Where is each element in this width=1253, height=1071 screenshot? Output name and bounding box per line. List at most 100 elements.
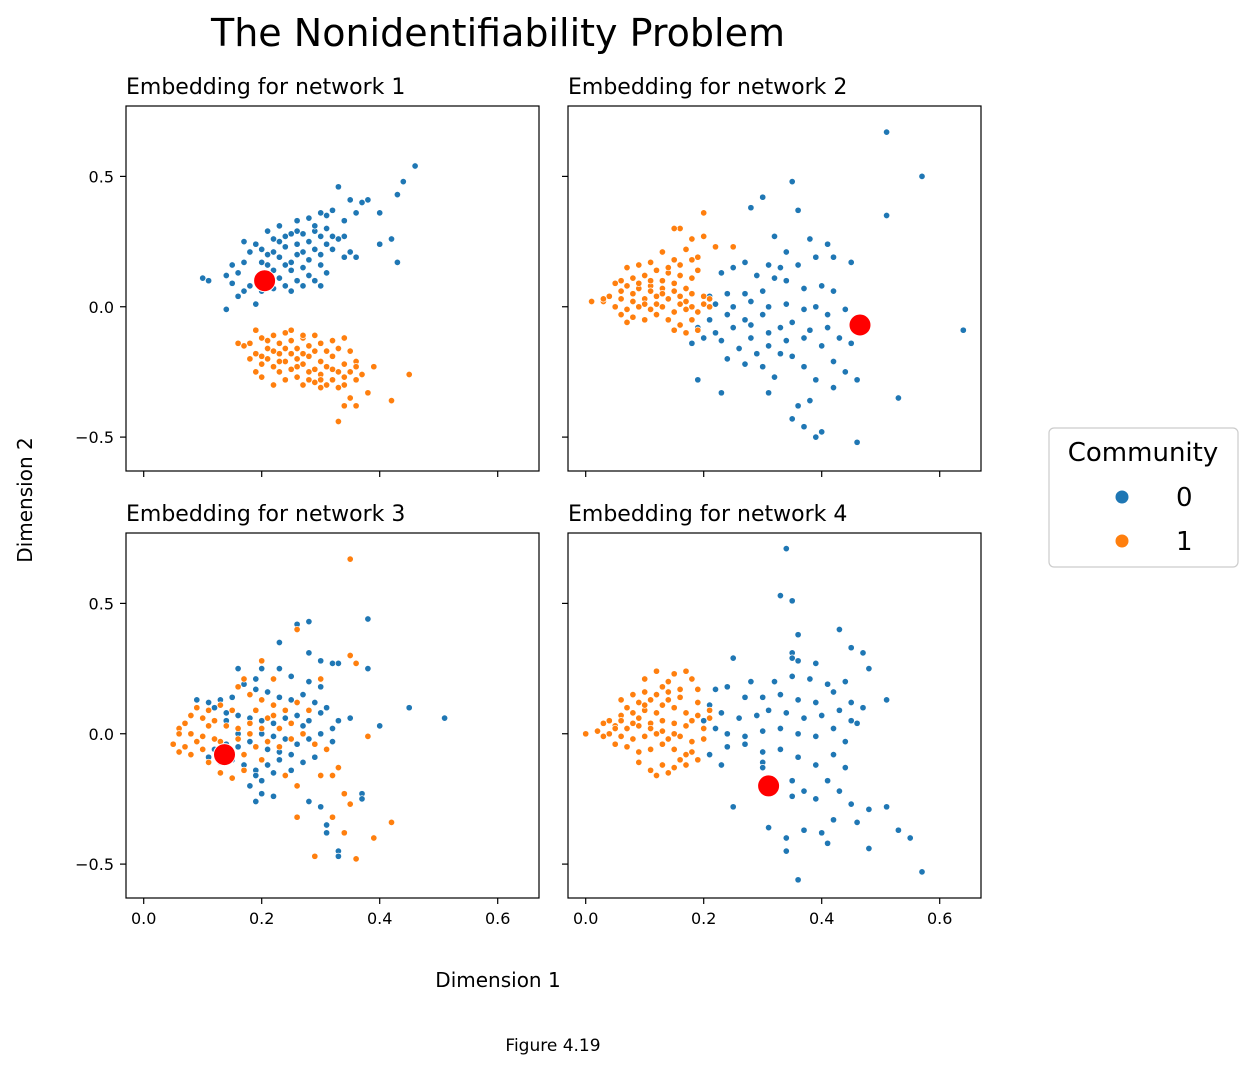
point-community-1 bbox=[311, 852, 319, 860]
point-community-1 bbox=[629, 274, 637, 282]
point-community-1 bbox=[664, 769, 672, 777]
point-community-1 bbox=[700, 292, 708, 300]
point-community-1 bbox=[688, 235, 696, 243]
point-community-1 bbox=[187, 711, 195, 720]
point-community-0 bbox=[287, 287, 295, 295]
point-community-1 bbox=[293, 813, 301, 821]
point-community-0 bbox=[252, 797, 260, 806]
point-community-0 bbox=[293, 711, 301, 720]
x-tick-label: 0.6 bbox=[485, 909, 510, 928]
highlight-point bbox=[213, 743, 236, 767]
scatter-points bbox=[582, 545, 926, 884]
point-community-0 bbox=[847, 258, 855, 266]
point-community-1 bbox=[293, 625, 301, 634]
point-community-1 bbox=[635, 748, 643, 756]
point-community-0 bbox=[812, 698, 820, 707]
point-community-1 bbox=[299, 360, 307, 368]
point-community-1 bbox=[281, 329, 289, 337]
point-community-1 bbox=[670, 730, 678, 738]
point-community-1 bbox=[682, 284, 690, 293]
point-community-1 bbox=[293, 373, 301, 381]
point-community-1 bbox=[688, 675, 696, 683]
point-community-1 bbox=[246, 691, 254, 699]
point-community-0 bbox=[305, 271, 313, 280]
point-community-0 bbox=[800, 305, 808, 313]
point-community-1 bbox=[635, 758, 643, 766]
point-community-1 bbox=[670, 256, 678, 264]
point-community-0 bbox=[794, 631, 802, 639]
y-tick-label: 0.5 bbox=[89, 594, 114, 613]
point-community-0 bbox=[328, 659, 337, 667]
point-community-1 bbox=[629, 297, 637, 306]
point-community-1 bbox=[670, 719, 678, 727]
point-community-0 bbox=[729, 654, 737, 662]
point-community-1 bbox=[175, 748, 183, 756]
point-community-0 bbox=[258, 777, 266, 785]
point-community-1 bbox=[246, 339, 254, 347]
point-community-0 bbox=[818, 282, 826, 290]
point-community-0 bbox=[894, 826, 902, 834]
point-community-1 bbox=[258, 360, 266, 368]
point-community-0 bbox=[328, 245, 337, 253]
point-community-1 bbox=[252, 706, 260, 714]
point-community-0 bbox=[293, 251, 301, 259]
point-community-1 bbox=[664, 696, 672, 704]
point-community-1 bbox=[700, 232, 708, 240]
point-community-0 bbox=[299, 264, 307, 272]
point-community-0 bbox=[287, 672, 295, 680]
point-community-1 bbox=[293, 363, 301, 371]
panel-network-3: Embedding for network 3 0.0 0.2 0.4 0.6 −0.5 0… bbox=[75, 502, 540, 928]
point-community-1 bbox=[629, 709, 637, 717]
point-community-1 bbox=[688, 303, 696, 311]
point-community-1 bbox=[706, 714, 714, 722]
point-community-0 bbox=[252, 685, 260, 693]
point-community-0 bbox=[193, 696, 201, 704]
point-community-0 bbox=[334, 717, 342, 725]
point-community-1 bbox=[281, 771, 289, 780]
point-community-0 bbox=[788, 415, 796, 423]
point-community-0 bbox=[847, 698, 855, 707]
panel-frame bbox=[125, 532, 540, 899]
point-community-0 bbox=[824, 311, 832, 319]
figure-title: The Nonidentifiability Problem bbox=[210, 11, 785, 55]
point-community-1 bbox=[323, 381, 331, 389]
point-community-1 bbox=[311, 740, 319, 748]
point-community-0 bbox=[281, 243, 289, 251]
point-community-0 bbox=[334, 659, 342, 667]
point-community-1 bbox=[664, 316, 672, 324]
point-community-0 bbox=[818, 342, 826, 350]
point-community-0 bbox=[228, 261, 236, 269]
point-community-0 bbox=[234, 269, 242, 277]
point-community-1 bbox=[652, 667, 661, 675]
point-community-0 bbox=[765, 329, 773, 337]
point-community-1 bbox=[676, 224, 684, 233]
point-community-0 bbox=[818, 711, 826, 720]
point-community-0 bbox=[794, 261, 802, 269]
point-community-1 bbox=[676, 685, 684, 693]
point-community-1 bbox=[664, 264, 672, 272]
point-community-0 bbox=[824, 839, 832, 847]
point-community-0 bbox=[317, 803, 325, 811]
point-community-1 bbox=[252, 368, 260, 376]
point-community-0 bbox=[287, 258, 295, 266]
point-community-1 bbox=[676, 261, 684, 269]
point-community-0 bbox=[782, 337, 790, 345]
point-community-1 bbox=[364, 732, 372, 740]
point-community-1 bbox=[694, 326, 702, 334]
point-community-1 bbox=[328, 352, 337, 360]
point-community-0 bbox=[275, 665, 283, 673]
point-community-0 bbox=[305, 717, 313, 725]
point-community-1 bbox=[676, 756, 684, 764]
point-community-1 bbox=[252, 743, 260, 751]
point-community-1 bbox=[299, 350, 307, 358]
point-community-0 bbox=[299, 758, 307, 766]
point-community-0 bbox=[829, 688, 838, 696]
point-community-1 bbox=[623, 305, 631, 313]
panel-title: Embedding for network 4 bbox=[568, 502, 847, 527]
point-community-1 bbox=[340, 334, 348, 342]
point-community-1 bbox=[269, 363, 278, 371]
point-community-1 bbox=[234, 735, 242, 743]
point-community-0 bbox=[765, 706, 773, 714]
point-community-0 bbox=[741, 732, 749, 740]
